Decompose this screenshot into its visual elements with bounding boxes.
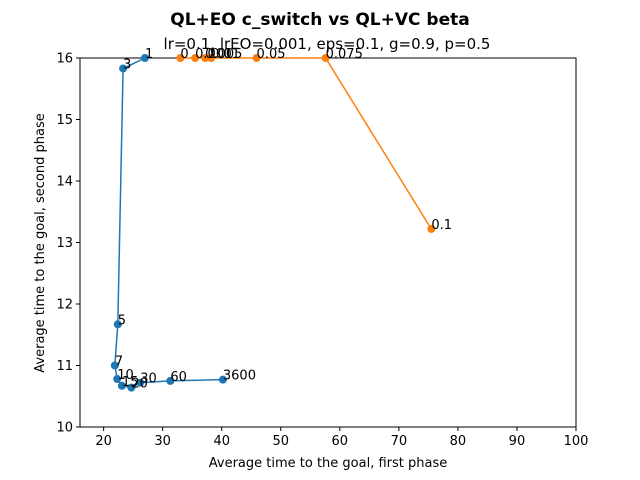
y-tick-label: 13	[56, 236, 73, 251]
point-label: 0.1	[431, 218, 452, 233]
x-axis-label: Average time to the goal, first phase	[209, 456, 447, 471]
data-point	[427, 224, 436, 233]
point-label: 60	[170, 370, 187, 385]
data-point	[113, 320, 122, 329]
data-point	[252, 54, 261, 62]
data-point	[113, 375, 122, 384]
series-line	[114, 57, 223, 389]
y-tick-label: 12	[56, 298, 73, 313]
x-tick-label: 70	[391, 434, 408, 449]
point-label: 5	[118, 313, 126, 328]
data-point	[207, 54, 216, 62]
data-point	[110, 361, 119, 370]
point-label: 15	[122, 375, 139, 390]
x-tick-label: 80	[450, 434, 467, 449]
point-label: 7	[115, 355, 123, 370]
point-label: 0	[180, 47, 188, 62]
data-point	[166, 376, 175, 385]
data-point	[321, 54, 330, 62]
y-tick-label: 16	[56, 52, 73, 67]
point-label: 0.001	[195, 47, 232, 62]
y-tick-label: 11	[56, 359, 73, 374]
data-point	[136, 378, 145, 387]
point-label: 1	[145, 47, 153, 62]
y-tick-label: 14	[56, 175, 73, 190]
point-label: 0.005	[205, 47, 242, 62]
chart-subtitle: lr=0.1, lrEO=0.001, eps=0.1, g=0.9, p=0.…	[164, 35, 491, 53]
x-tick-label: 40	[213, 434, 230, 449]
y-tick-label: 15	[56, 113, 73, 128]
data-point	[140, 54, 149, 62]
data-point	[201, 54, 210, 62]
data-point	[119, 64, 128, 73]
chart-title: QL+EO c_switch vs QL+VC beta	[170, 10, 469, 30]
point-label: 0.01	[211, 47, 240, 62]
x-tick-label: 50	[272, 434, 289, 449]
x-tick-label: 90	[509, 434, 526, 449]
y-tick-label: 10	[56, 421, 73, 436]
x-tick-label: 20	[95, 434, 112, 449]
point-label: 20	[131, 377, 148, 392]
point-label: 0.05	[257, 47, 286, 62]
point-label: 3600	[223, 369, 256, 384]
data-point	[191, 54, 200, 62]
point-label: 30	[140, 372, 157, 387]
data-point	[127, 383, 136, 392]
data-point	[117, 381, 126, 390]
y-axis-label: Average time to the goal, second phase	[33, 113, 48, 372]
x-tick-label: 30	[154, 434, 171, 449]
data-point	[176, 54, 185, 62]
point-label: 0.075	[326, 47, 363, 62]
point-label: 3	[123, 57, 131, 72]
x-tick-label: 60	[332, 434, 349, 449]
data-point	[218, 375, 227, 384]
point-label: 10	[117, 368, 134, 383]
series-line	[180, 57, 432, 230]
x-tick-label: 100	[564, 434, 589, 449]
